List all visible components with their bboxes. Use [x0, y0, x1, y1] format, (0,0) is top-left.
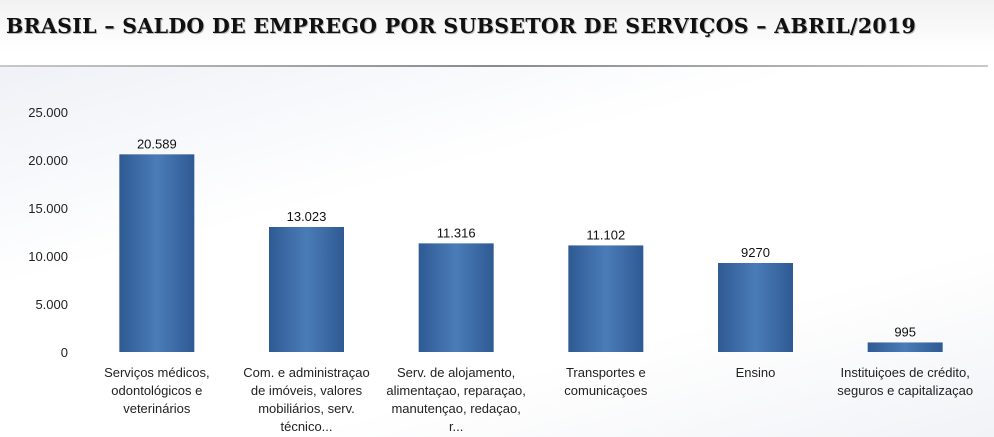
y-tick-label: 10.000 — [28, 249, 68, 264]
bar — [269, 226, 344, 352]
bars — [119, 154, 943, 352]
data-label: 11.316 — [437, 225, 476, 240]
y-tick-label: 0 — [61, 345, 68, 360]
bar — [718, 263, 793, 352]
x-tick-label: Serv. de alojamento, alimentaçao, reparaç… — [386, 365, 525, 434]
x-tick-label: Instituiçoes de crédito, seguros e capita… — [837, 365, 973, 398]
data-label: 11.102 — [586, 227, 625, 242]
x-tick-label: Ensino — [736, 365, 776, 380]
x-tick-label: Serviços médicos, odontológicos e veteriná… — [104, 365, 209, 416]
x-tick-label: Com. e administraçao de imóveis, valores m… — [243, 365, 369, 434]
data-label: 13.023 — [287, 209, 327, 224]
y-tick-label: 15.000 — [28, 201, 68, 216]
y-axis: 0 5.000 10.000 15.000 20.000 25.000 — [28, 105, 68, 360]
x-axis-labels: Serviços médicos, odontológicos e veteriná… — [104, 365, 973, 434]
bar — [568, 245, 644, 352]
x-tick-label: Transportes e comunicaçoes — [564, 365, 648, 398]
y-tick-label: 5.000 — [35, 297, 68, 312]
data-label: 9270 — [741, 245, 770, 260]
title-divider — [0, 65, 988, 67]
bar — [867, 342, 943, 352]
data-label: 20.589 — [137, 136, 177, 151]
bar — [119, 154, 195, 352]
data-label: 995 — [894, 324, 916, 339]
y-tick-label: 20.000 — [28, 153, 68, 168]
data-labels: 20.589 13.023 11.316 11.102 9270 995 — [137, 136, 916, 339]
page-title: BRASIL – SALDO DE EMPREGO POR SUBSETOR D… — [6, 14, 917, 38]
y-tick-label: 25.000 — [28, 105, 68, 120]
bar — [418, 243, 494, 352]
